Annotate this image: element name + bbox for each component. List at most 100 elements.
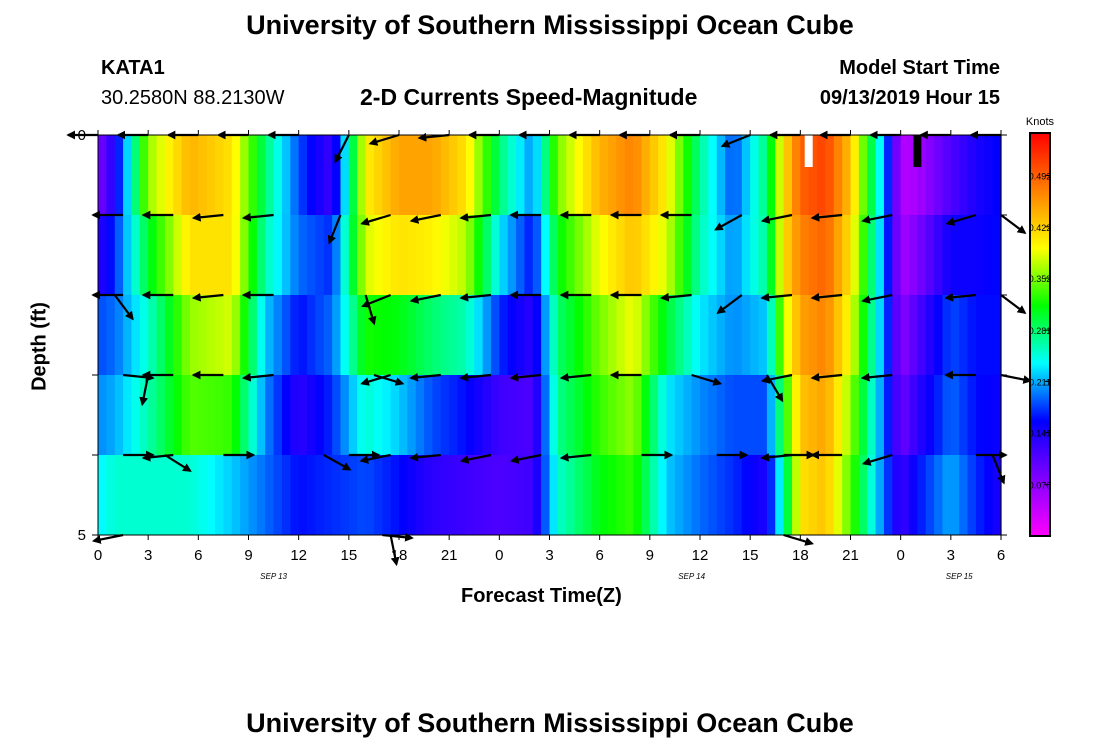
heatmap-cell <box>967 375 977 456</box>
x-tick-label: 0 <box>94 547 102 564</box>
heatmap-cell <box>223 455 233 536</box>
heatmap-cell <box>900 455 910 536</box>
heatmap-cell <box>407 375 417 456</box>
heatmap-cell <box>240 295 250 376</box>
heatmap-cell <box>340 215 350 296</box>
current-vector-arrow <box>361 293 392 308</box>
current-vector-arrow <box>164 454 192 472</box>
heatmap-cell <box>424 215 434 296</box>
heatmap-cell <box>139 295 149 376</box>
heatmap-cell <box>608 215 617 296</box>
x-tick-label: 18 <box>792 547 809 564</box>
date-label: SEP 13 <box>260 572 287 581</box>
heatmap-cell <box>273 215 283 296</box>
heatmap-cell <box>240 375 250 456</box>
heatmap-cell <box>992 295 1002 376</box>
heatmap-cell <box>399 215 408 296</box>
heatmap-cell <box>365 215 375 296</box>
current-vector-arrow <box>139 374 150 407</box>
current-vector-arrow <box>509 372 542 382</box>
heatmap-cell <box>223 215 233 296</box>
heatmap-cell <box>332 375 342 456</box>
heatmap-cell <box>340 135 350 216</box>
heatmap-cell <box>909 135 918 216</box>
heatmap-cell <box>741 215 751 296</box>
heatmap-cell <box>189 295 199 376</box>
heatmap-cell <box>206 375 216 456</box>
heatmap-cell <box>507 455 517 536</box>
x-tick-label: 9 <box>646 547 654 564</box>
heatmap-cell <box>482 135 492 216</box>
heatmap-cell <box>290 375 300 456</box>
heatmap-cell <box>474 455 484 536</box>
heatmap-cell <box>708 135 718 216</box>
colorbar-tick-label: 0.492 <box>1029 171 1052 181</box>
heatmap-cells <box>98 135 1002 536</box>
heatmap-cell <box>557 455 567 536</box>
current-vector-arrow <box>409 213 442 224</box>
heatmap-cell <box>198 455 208 536</box>
heatmap-cell <box>967 215 977 296</box>
heatmap-cell <box>223 375 233 456</box>
heatmap-cell <box>273 135 283 216</box>
heatmap-cell <box>850 455 860 536</box>
heatmap-cell <box>875 295 885 376</box>
heatmap-cell <box>424 135 434 216</box>
heatmap-cell <box>424 455 434 536</box>
heatmap-cell <box>658 295 668 376</box>
heatmap-cell <box>766 215 776 296</box>
heatmap-cell <box>691 375 701 456</box>
heatmap-cell <box>373 215 383 296</box>
heatmap-cell <box>934 135 944 216</box>
heatmap-cell <box>850 135 860 216</box>
heatmap-cell <box>248 455 258 536</box>
heatmap-cell <box>616 455 626 536</box>
heatmap-cell <box>256 215 266 296</box>
heatmap-cell <box>892 135 902 216</box>
heatmap-cell <box>959 135 969 216</box>
heatmap-cell <box>156 135 166 216</box>
heatmap-cell <box>449 135 459 216</box>
heatmap-cell <box>490 375 500 456</box>
heatmap-cell <box>357 135 367 216</box>
heatmap-cell <box>775 455 785 536</box>
heatmap-cell <box>858 135 868 216</box>
heatmap-cell <box>465 135 475 216</box>
heatmap-cell <box>917 295 927 376</box>
heatmap-cell <box>725 375 735 456</box>
missing-data-marker <box>913 135 922 167</box>
heatmap-cell <box>975 375 985 456</box>
heatmap-cell <box>557 295 567 376</box>
heatmap-cell <box>541 455 551 536</box>
heatmap-cell <box>950 215 960 296</box>
current-vector-arrow <box>810 292 843 302</box>
heatmap-cell <box>934 295 944 376</box>
heatmap-cell <box>507 295 517 376</box>
heatmap-cell <box>608 375 617 456</box>
heatmap-cell <box>248 135 258 216</box>
heatmap-cell <box>984 215 994 296</box>
station-coords: 30.2580N 88.2130W <box>101 87 285 109</box>
heatmap-cell <box>541 135 551 216</box>
current-vector-arrow <box>334 134 350 164</box>
heatmap-cell <box>959 215 969 296</box>
heatmap-cell <box>215 375 225 456</box>
heatmap-cell <box>633 215 643 296</box>
heatmap-cell <box>373 455 383 536</box>
heatmap-cell <box>181 135 191 216</box>
heatmap-cell <box>240 135 250 216</box>
heatmap-cell <box>323 375 333 456</box>
heatmap-cell <box>900 215 910 296</box>
heatmap-cell <box>791 375 801 456</box>
heatmap-cell <box>917 375 927 456</box>
heatmap-cell <box>231 375 241 456</box>
current-vector-arrow <box>559 372 592 382</box>
heatmap-cell <box>758 295 768 376</box>
heatmap-cell <box>817 375 827 456</box>
heatmap-cell <box>775 375 785 456</box>
heatmap-cell <box>725 135 735 216</box>
heatmap-cell <box>925 215 935 296</box>
heatmap-cell <box>415 375 425 456</box>
heatmap-cell <box>599 295 609 376</box>
heatmap-cell <box>474 215 484 296</box>
